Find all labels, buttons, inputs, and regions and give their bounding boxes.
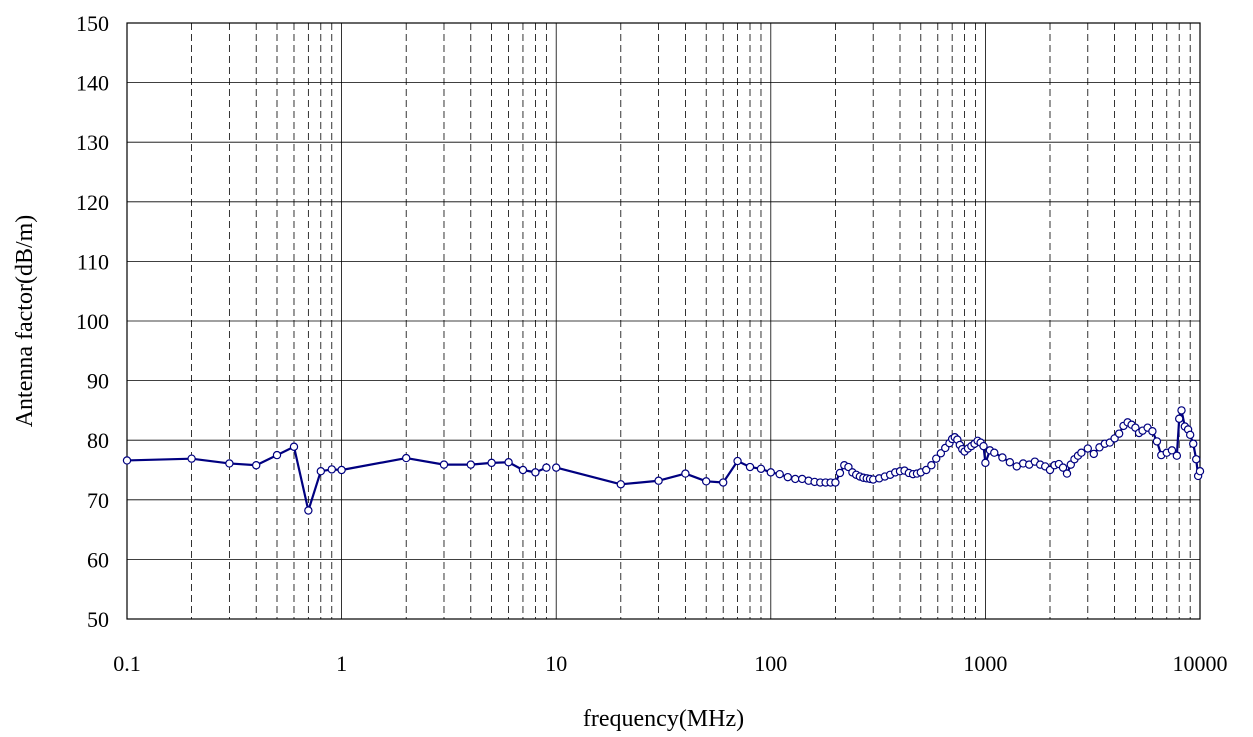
data-point [701,477,711,486]
data-point [756,464,766,474]
y-tick-label: 150 [76,11,109,36]
data-point [439,460,449,469]
plot-area-frame [126,22,1201,620]
data-point [304,506,313,515]
y-axis-title: Antenna factor(dB/m) [12,215,38,428]
y-axis-ticks: 50 60 70 80 90 100 110 120 130 140 150 [76,11,109,632]
data-point [1062,469,1072,478]
data-point [1191,455,1201,464]
x-tick-label: 1 [336,651,347,676]
data-point [402,453,411,463]
data-point [927,461,936,470]
x-axis-title: frequency(MHz) [583,706,744,732]
data-point [936,449,946,458]
data-point [531,468,540,477]
data-point [272,450,282,460]
x-tick-label: 1000 [963,651,1007,676]
y-tick-label: 130 [76,130,109,155]
data-point [542,463,551,472]
data-point [466,460,476,469]
data-point [1167,446,1177,455]
data-point [552,463,561,472]
y-tick-label: 120 [76,190,109,215]
series [122,406,1205,515]
data-point [316,466,326,476]
data-point [1114,429,1124,438]
data-point [654,476,663,485]
data-point [718,478,728,487]
data-point [187,454,196,463]
data-point [745,462,755,472]
data-point [1089,449,1099,459]
x-tick-label: 10000 [1173,651,1228,676]
data-point [337,465,346,475]
data-point [1175,414,1184,423]
data-point [122,456,132,465]
data-point [1152,437,1162,446]
data-point [835,468,845,478]
data-point [1083,444,1092,453]
grid-lines [126,22,1201,620]
data-point [1195,466,1205,476]
data-point [932,454,941,463]
y-tick-label: 60 [87,547,109,572]
data-point [775,469,784,479]
y-tick-label: 110 [77,249,109,274]
data-point [1172,451,1182,460]
data-point [1189,439,1198,448]
data-point [1005,458,1015,467]
x-tick-label: 10 [545,651,567,676]
data-point [518,465,528,475]
data-point [998,453,1007,462]
data-point [327,465,336,474]
y-tick-label: 80 [87,428,109,453]
data-point [791,474,800,484]
data-point [616,480,626,489]
data-point [252,461,261,470]
data-point [1185,430,1195,440]
data-point [783,472,792,482]
data-point [981,458,990,468]
data-point [1177,406,1186,415]
x-tick-label: 100 [754,651,787,676]
data-point [831,478,840,487]
data-point [922,465,931,475]
data-point [225,459,234,468]
data-point [289,442,299,451]
data-point [681,469,690,478]
data-series [122,406,1205,515]
data-point [990,448,999,457]
data-point [504,458,513,467]
data-point [979,441,988,451]
data-point [1077,448,1086,457]
data-point [766,468,776,477]
y-tick-label: 70 [87,488,109,513]
y-tick-label: 50 [87,607,109,632]
data-point [1148,427,1157,436]
data-point [487,458,496,468]
y-tick-label: 90 [87,369,109,394]
y-tick-label: 140 [76,71,109,96]
y-tick-label: 100 [76,309,109,334]
x-tick-label: 0.1 [113,651,141,676]
data-point [733,456,742,466]
data-point [1058,463,1068,472]
x-axis-ticks: 0.1 1 10 100 1000 10000 [113,651,1227,676]
